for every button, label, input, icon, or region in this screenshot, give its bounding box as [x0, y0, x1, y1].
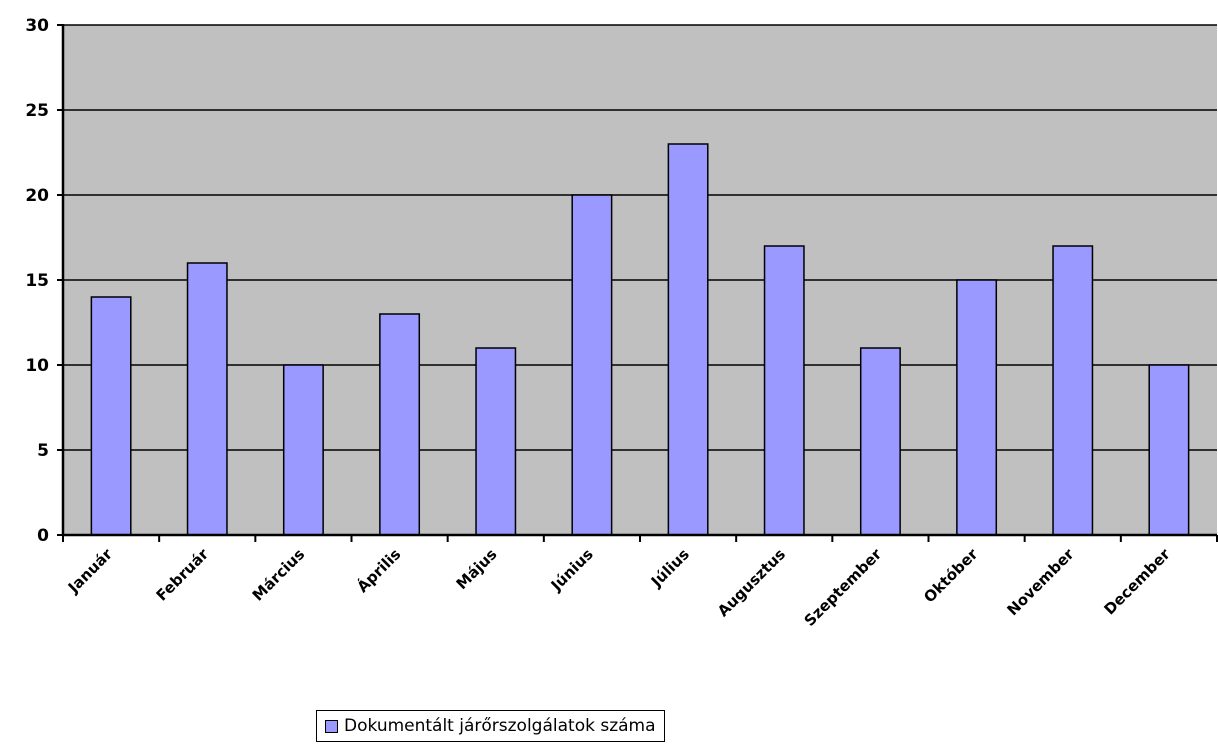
- y-tick-label: 15: [25, 271, 49, 291]
- bar: [186, 262, 228, 536]
- bar: [571, 194, 613, 536]
- x-tick-label: Szeptember: [801, 545, 886, 630]
- y-tick-label: 5: [37, 441, 49, 461]
- bars: [90, 143, 1190, 536]
- x-tick-label: Június: [547, 545, 597, 595]
- bar: [1148, 364, 1190, 536]
- legend-swatch: [325, 719, 338, 733]
- x-tick-label: Március: [249, 545, 309, 605]
- x-tick-label: December: [1100, 545, 1174, 619]
- x-tick-label: Február: [153, 545, 213, 605]
- y-tick-label: 10: [25, 356, 49, 376]
- y-tick-label: 20: [25, 186, 49, 206]
- y-axis-ticks: 0 5 10 15 20 25 30: [25, 16, 63, 546]
- x-tick-label: Április: [353, 544, 405, 596]
- legend: Dokumentált járőrszolgálatok száma: [316, 710, 665, 742]
- bar: [1052, 245, 1094, 536]
- bar: [859, 347, 901, 536]
- x-tick-label: Október: [920, 545, 982, 607]
- bar: [667, 143, 709, 536]
- bar: [90, 296, 132, 536]
- x-tick-label: November: [1004, 545, 1078, 619]
- bar: [379, 313, 421, 536]
- y-tick-label: 0: [37, 526, 49, 546]
- legend-label: Dokumentált járőrszolgálatok száma: [344, 716, 656, 736]
- x-tick-label: Január: [64, 545, 116, 597]
- gridlines: [63, 24, 1217, 451]
- bar: [475, 347, 517, 536]
- bar: [282, 364, 324, 536]
- x-tick-label: Július: [647, 545, 693, 591]
- x-tick-label: Augusztus: [714, 545, 789, 620]
- y-tick-label: 30: [25, 16, 49, 36]
- x-axis-ticks: Január Február Március Április Május Június Jú…: [62, 535, 1218, 630]
- x-tick-label: Május: [453, 545, 501, 593]
- y-tick-label: 25: [25, 101, 49, 121]
- bar: [763, 245, 805, 536]
- bar: [956, 279, 998, 536]
